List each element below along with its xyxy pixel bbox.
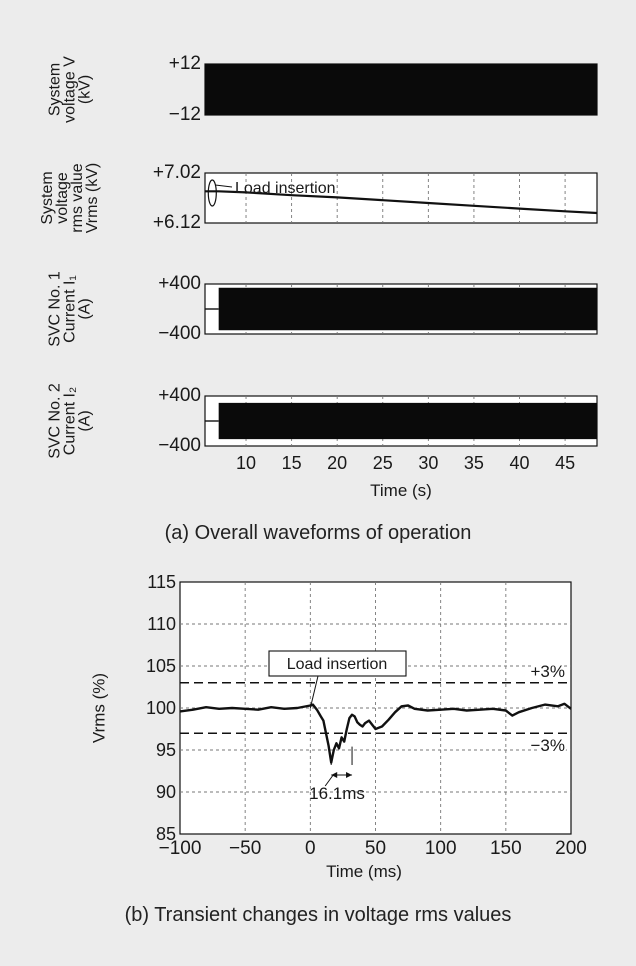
x-tick-label: 15 bbox=[282, 453, 302, 473]
y-axis-label-line: SVC No. 1 bbox=[47, 271, 64, 347]
waveform-panel-2: Load insertion +7.02 +6.12 Systemvoltagerms… bbox=[39, 162, 598, 234]
caption-a: (a) Overall waveforms of operation bbox=[164, 522, 472, 544]
x-tick-label: 0 bbox=[305, 838, 316, 859]
y-tick-label: 100 bbox=[146, 698, 176, 718]
y-tick-top: +12 bbox=[169, 53, 201, 74]
load-insertion-label: Load insertion bbox=[287, 656, 388, 673]
y-tick-label: 90 bbox=[156, 782, 176, 802]
load-insertion-leader bbox=[215, 184, 233, 188]
limit-label: −3% bbox=[531, 736, 566, 755]
y-tick-label: 105 bbox=[146, 656, 176, 676]
x-axis-label: Time (ms) bbox=[326, 862, 402, 881]
x-tick-label: 25 bbox=[373, 453, 393, 473]
x-tick-label: 20 bbox=[327, 453, 347, 473]
y-axis-label-line: System bbox=[39, 171, 56, 224]
load-insertion-label: Load insertion bbox=[235, 180, 336, 197]
measure-label: 16.1ms bbox=[309, 784, 365, 803]
y-axis-label-line: Vrms (kV) bbox=[84, 163, 101, 234]
y-axis-label-line: (kV) bbox=[77, 75, 94, 104]
x-tick-label: 40 bbox=[509, 453, 529, 473]
x-tick-label: 100 bbox=[425, 838, 457, 859]
load-insertion-leader bbox=[309, 675, 319, 709]
y-tick-top: +7.02 bbox=[153, 162, 201, 183]
y-tick-label: 85 bbox=[156, 824, 176, 844]
x-axis-label: Time (s) bbox=[370, 481, 432, 500]
x-tick-label: 35 bbox=[464, 453, 484, 473]
y-axis-label: Vrms (%) bbox=[90, 673, 109, 743]
measure-leader bbox=[324, 774, 334, 787]
y-tick-top: +400 bbox=[158, 385, 201, 406]
x-tick-label: −100 bbox=[159, 838, 202, 859]
x-tick-label: 200 bbox=[555, 838, 587, 859]
y-axis-label-line: rms value bbox=[69, 163, 86, 232]
caption-b: (b) Transient changes in voltage rms val… bbox=[124, 904, 512, 926]
measure-arrow bbox=[346, 772, 353, 778]
y-axis-label-line: voltage bbox=[54, 172, 71, 224]
current-waveform-band bbox=[218, 402, 597, 440]
plot-frame bbox=[204, 172, 598, 224]
y-axis-label-line: SVC No. 2 bbox=[47, 383, 64, 459]
y-tick-top: +400 bbox=[158, 273, 201, 294]
measure-arrow bbox=[331, 772, 338, 778]
y-tick-bottom: −400 bbox=[158, 435, 201, 456]
y-axis-label-line: System bbox=[47, 63, 64, 116]
y-tick-label: 110 bbox=[147, 614, 176, 634]
y-tick-bottom: −12 bbox=[169, 104, 201, 125]
y-tick-bottom: −400 bbox=[158, 323, 201, 344]
load-insertion-marker bbox=[207, 179, 217, 207]
x-axis-a: 10 15 20 25 30 35 40 45 Time (s) bbox=[236, 453, 575, 500]
y-tick-label: 95 bbox=[156, 740, 176, 760]
y-axis-label-line: (A) bbox=[77, 410, 94, 431]
voltage-waveform-band bbox=[205, 64, 597, 115]
load-insertion-box bbox=[268, 650, 407, 677]
y-tick-label: 115 bbox=[147, 572, 176, 592]
x-tick-label: 45 bbox=[555, 453, 575, 473]
x-tick-label: 30 bbox=[418, 453, 438, 473]
current-waveform-band bbox=[218, 287, 597, 331]
x-tick-label: 150 bbox=[490, 838, 522, 859]
y-axis-label-line: (A) bbox=[77, 298, 94, 319]
vrms-line bbox=[179, 702, 572, 764]
x-tick-label: 50 bbox=[365, 838, 386, 859]
limit-label: +3% bbox=[531, 662, 566, 681]
y-tick-bottom: +6.12 bbox=[153, 212, 201, 233]
vrms-trend-line bbox=[205, 190, 598, 215]
x-tick-label: 10 bbox=[236, 453, 256, 473]
y-axis-label-line: Current I₂ bbox=[62, 387, 79, 455]
y-axis-label-line: Current I₁ bbox=[62, 275, 79, 343]
y-axis-label-line: voltage V bbox=[62, 56, 79, 123]
x-tick-label: −50 bbox=[229, 838, 261, 859]
vrms-transient-panel: +3% −3% Load insertion 16.1ms −100 −50 0 50 100 1… bbox=[90, 572, 587, 881]
